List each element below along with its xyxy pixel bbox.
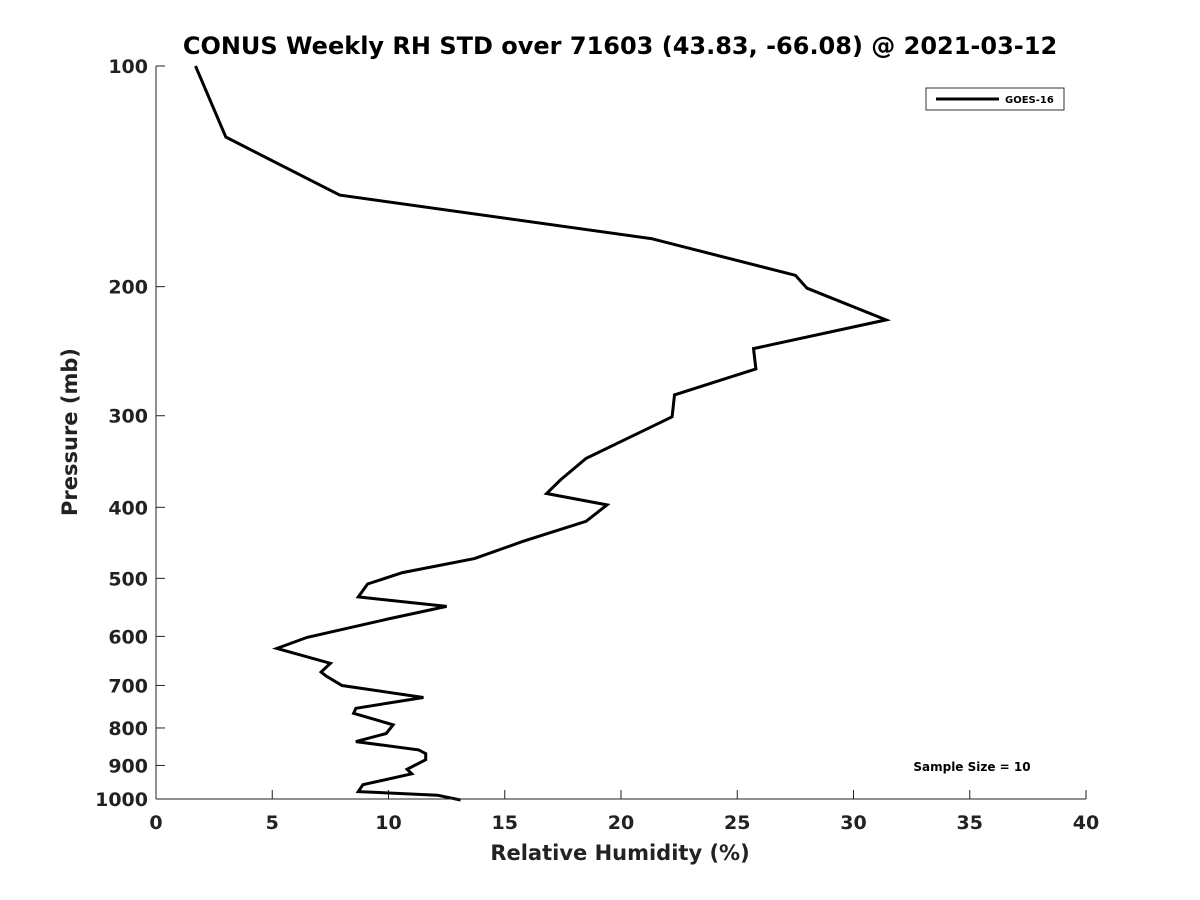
y-axis-label: Pressure (mb)	[58, 348, 82, 516]
y-tick-label: 700	[108, 675, 148, 697]
y-tick-label: 400	[108, 497, 148, 519]
sample-size-annotation: Sample Size = 10	[913, 760, 1030, 774]
x-tick-label: 30	[840, 812, 866, 834]
x-tick-label: 10	[375, 812, 401, 834]
chart-title: CONUS Weekly RH STD over 71603 (43.83, -…	[183, 32, 1057, 60]
legend-label: GOES-16	[1005, 95, 1054, 106]
x-tick-label: 35	[957, 812, 983, 834]
y-tick-label: 100	[108, 56, 148, 78]
y-tick-label: 300	[108, 406, 148, 428]
plot-area	[156, 66, 1086, 799]
x-tick-label: 5	[266, 812, 279, 834]
y-tick-label: 500	[108, 568, 148, 590]
series-layer	[194, 65, 892, 802]
x-tick-label: 15	[492, 812, 518, 834]
x-tick-label: 40	[1073, 812, 1099, 834]
y-tick-label: 1000	[95, 789, 148, 811]
legend: GOES-16	[925, 87, 1065, 111]
series-line-goes-16	[194, 65, 892, 802]
y-tick-label: 200	[108, 277, 148, 299]
x-tick-label: 0	[149, 812, 162, 834]
y-tick-label: 900	[108, 755, 148, 777]
y-tick-label: 800	[108, 718, 148, 740]
x-tick-label: 20	[608, 812, 634, 834]
x-axis-label: Relative Humidity (%)	[490, 841, 749, 865]
axis-ticks: 0 5 10 15 20 25 30 35 40 100 200 300 400 500 600 700 800…	[95, 56, 1099, 834]
y-tick-label: 600	[108, 626, 148, 648]
x-tick-label: 25	[724, 812, 750, 834]
